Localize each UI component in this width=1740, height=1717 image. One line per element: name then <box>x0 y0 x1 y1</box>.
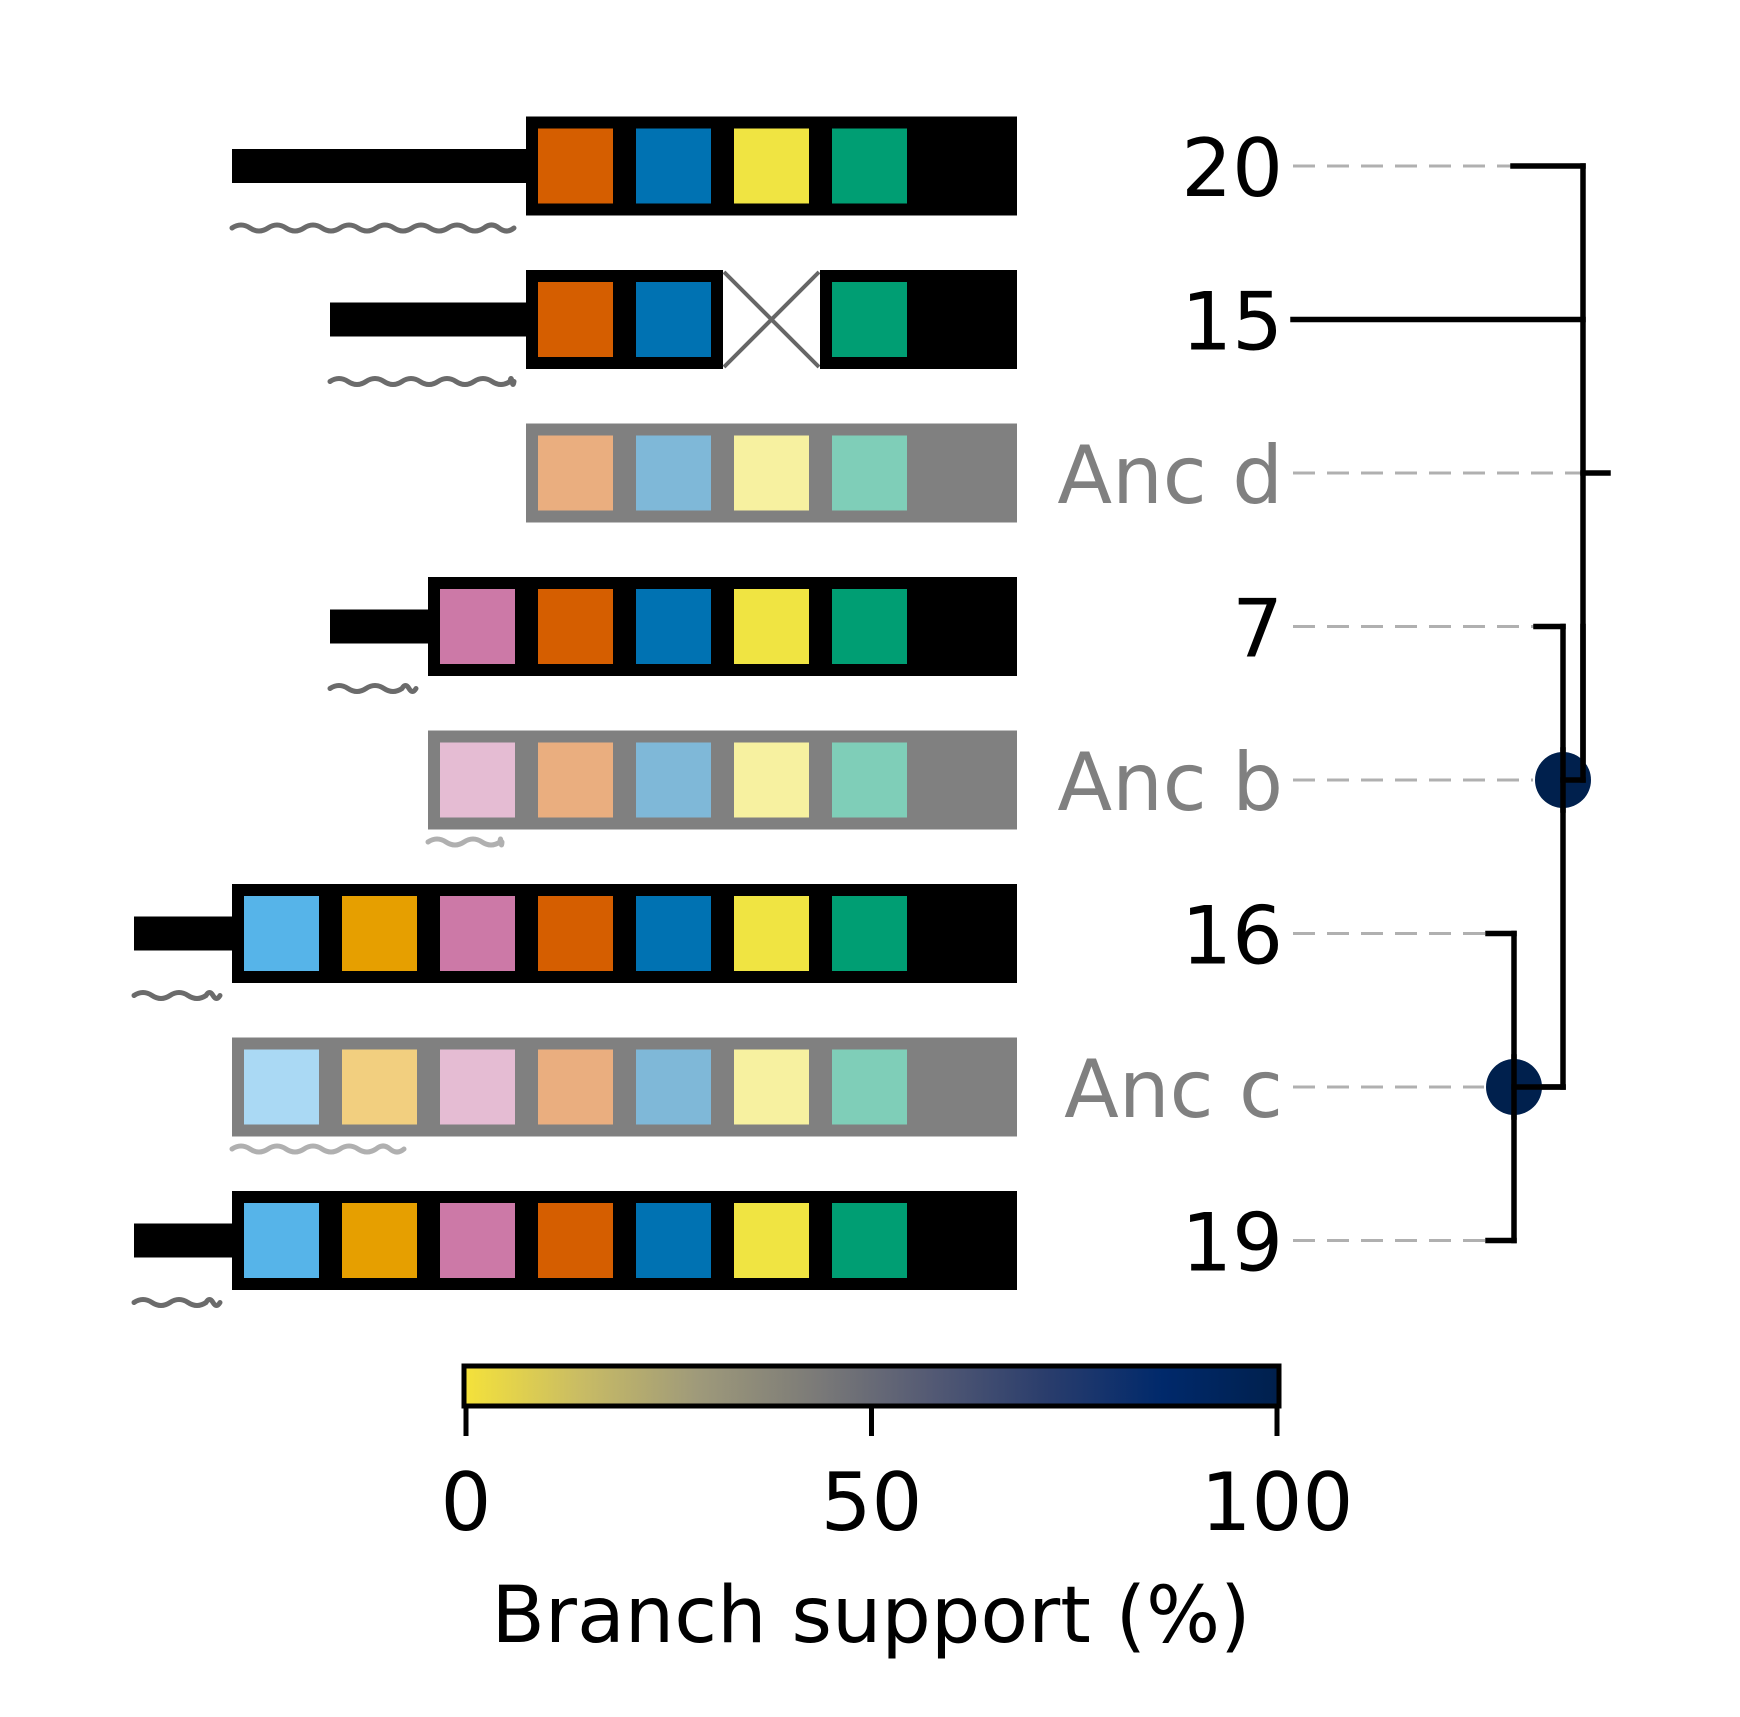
row-labels: 20 15 Anc d 7 Anc b 16 Anc c 19 <box>1057 122 1283 1290</box>
row-label: 16 <box>1181 890 1283 983</box>
sequence-cell-0 <box>232 1191 331 1290</box>
sequence-cell-4 <box>624 884 723 983</box>
row-label: 19 <box>1181 1197 1283 1290</box>
sequence-cell-3 <box>526 116 625 216</box>
sequence-cell-4 <box>624 1037 723 1137</box>
sequence-cell-2 <box>428 1191 527 1290</box>
sequence-cell-7 <box>918 884 1017 983</box>
row-label: 20 <box>1181 122 1283 215</box>
sequence-rows <box>131 116 1017 1308</box>
sequence-cell-6 <box>820 423 919 523</box>
guide-lines <box>1293 164 1590 1242</box>
gap-bar <box>330 149 429 183</box>
sequence-cell-2 <box>428 730 527 830</box>
row-label: 7 <box>1232 583 1283 676</box>
wavy-underline <box>131 1297 223 1308</box>
wavy-underline <box>131 990 223 1001</box>
sequence-cell-5 <box>722 884 821 983</box>
sequence-cell-6 <box>820 577 919 676</box>
sequence-cell-3 <box>526 423 625 523</box>
wavy-underline <box>327 376 517 387</box>
row-label: Anc b <box>1057 736 1283 829</box>
colorbar-ticks: 0 50 100 <box>441 1406 1354 1549</box>
sequence-cell-3 <box>526 730 625 830</box>
gap-bar <box>134 916 233 951</box>
sequence-cell-5 <box>722 577 821 676</box>
gap-bar <box>330 302 429 337</box>
sequence-cell-7 <box>918 270 1017 369</box>
sequence-cell-4 <box>624 730 723 830</box>
sequence-cell-7 <box>918 1037 1017 1137</box>
colorbar-tick-label: 100 <box>1201 1456 1354 1549</box>
sequence-cell-6 <box>820 1191 919 1290</box>
sequence-cell-3 <box>526 577 625 676</box>
row-label: 15 <box>1181 276 1283 369</box>
sequence-cell-7 <box>918 423 1017 523</box>
colorbar-gradient <box>461 1363 1282 1409</box>
row-label: Anc c <box>1064 1043 1283 1136</box>
sequence-cell-3 <box>526 884 625 983</box>
colorbar-tick-label: 0 <box>441 1456 492 1549</box>
sequence-cell-5 <box>722 1191 821 1290</box>
sequence-cell-3 <box>526 1191 625 1290</box>
sequence-cell-6 <box>820 270 919 369</box>
sequence-cell-1 <box>330 1037 429 1137</box>
sequence-cell-5 <box>722 1037 821 1137</box>
gap-bar <box>428 302 527 337</box>
sequence-cell-6 <box>820 884 919 983</box>
colorbar: 0 50 100 Branch support (%) <box>441 1363 1354 1661</box>
colorbar-label: Branch support (%) <box>491 1571 1250 1661</box>
sequence-cell-6 <box>820 116 919 216</box>
sequence-cell-1 <box>330 1191 429 1290</box>
sequence-cell-0 <box>232 884 331 983</box>
wavy-underline <box>425 836 505 848</box>
sequence-cell-1 <box>330 884 429 983</box>
row-label: Anc d <box>1057 429 1283 522</box>
sequence-cell-2 <box>428 1037 527 1137</box>
sequence-cell-7 <box>918 116 1017 216</box>
sequence-cell-4 <box>624 270 723 369</box>
sequence-cell-2 <box>428 884 527 983</box>
sequence-cell-4 <box>624 423 723 523</box>
sequence-cell-7 <box>918 1191 1017 1290</box>
gap-bar <box>134 1223 233 1258</box>
gap-bar <box>428 149 527 183</box>
wavy-underline <box>229 222 517 234</box>
sequence-cell-7 <box>918 730 1017 830</box>
sequence-cell-4 <box>624 116 723 216</box>
colorbar-tick-label: 50 <box>821 1456 923 1549</box>
sequence-cell-5 <box>722 116 821 216</box>
sequence-cell-3 <box>526 270 625 369</box>
sequence-cell-5 <box>722 423 821 523</box>
sequence-cell-4 <box>624 1191 723 1290</box>
sequence-cell-6 <box>820 730 919 830</box>
gap-bar <box>232 149 331 183</box>
gap-bar <box>330 609 429 644</box>
sequence-cell-6 <box>820 1037 919 1137</box>
sequence-cell-5 <box>722 730 821 830</box>
sequence-cell-2 <box>428 577 527 676</box>
missing-cross-b <box>722 270 821 369</box>
sequence-cell-3 <box>526 1037 625 1137</box>
sequence-cell-0 <box>232 1037 331 1137</box>
wavy-underline <box>229 1143 407 1155</box>
phylogenetic-tree <box>1290 163 1611 1244</box>
sequence-cell-7 <box>918 577 1017 676</box>
wavy-underline <box>327 683 419 694</box>
sequence-cell-4 <box>624 577 723 676</box>
